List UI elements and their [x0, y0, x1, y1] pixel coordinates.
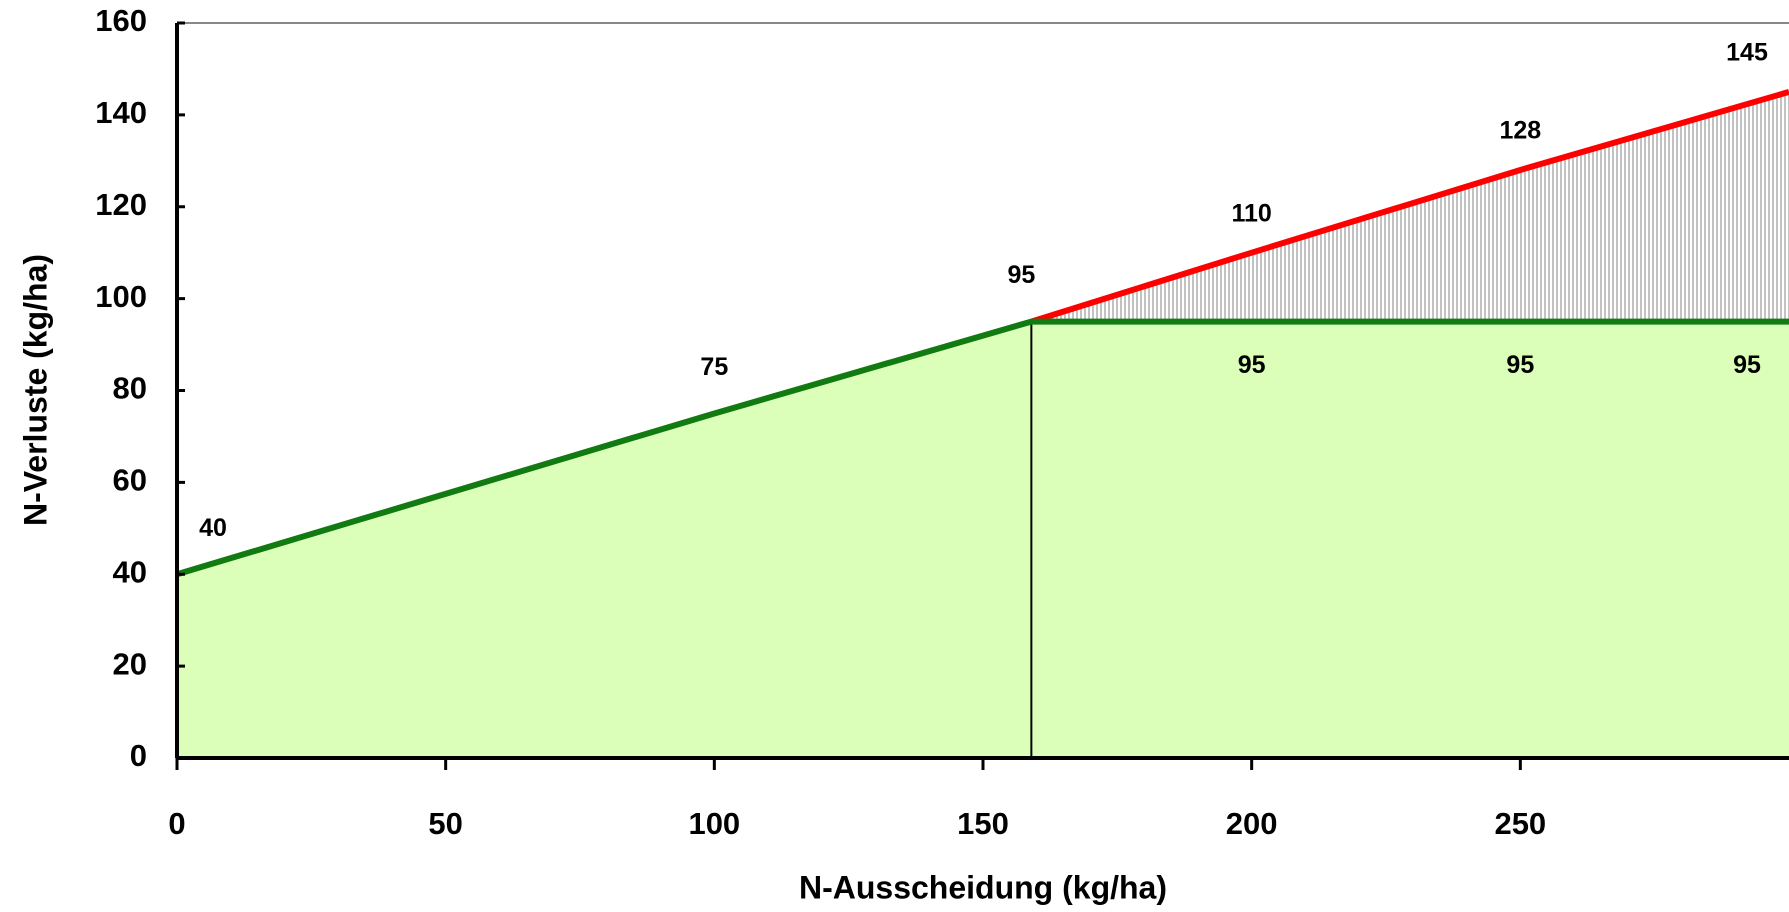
- y-tick-label: 100: [95, 279, 147, 314]
- data-label: 75: [700, 353, 728, 381]
- data-label: 95: [1733, 351, 1761, 379]
- data-label: 145: [1726, 39, 1768, 67]
- y-tick-label: 120: [95, 187, 147, 222]
- x-tick-label: 150: [957, 806, 1009, 841]
- y-tick-label: 0: [130, 738, 147, 773]
- data-label: 95: [1506, 351, 1534, 379]
- x-tick-label: 50: [428, 806, 462, 841]
- data-label: 95: [1238, 351, 1266, 379]
- y-tick-label: 140: [95, 95, 147, 130]
- data-label: 128: [1499, 117, 1541, 145]
- y-tick-label: 20: [113, 646, 147, 681]
- x-axis-title: N-Ausscheidung (kg/ha): [799, 869, 1167, 905]
- x-tick-label: 250: [1494, 806, 1546, 841]
- x-tick-label: 100: [688, 806, 740, 841]
- line-green: [176, 318, 1789, 578]
- y-tick-label: 60: [113, 463, 147, 498]
- y-tick-label: 40: [113, 554, 147, 589]
- y-axis-title: N-Verluste (kg/ha): [17, 254, 53, 526]
- x-tick-label: 0: [168, 806, 185, 841]
- data-label: 95: [1007, 261, 1035, 289]
- y-tick-label: 160: [95, 3, 147, 38]
- x-tick-label: 200: [1226, 806, 1278, 841]
- y-tick-label: 80: [113, 371, 147, 406]
- area-fill: [177, 321, 1789, 758]
- line-red: [1030, 89, 1789, 325]
- data-label: 40: [199, 514, 227, 542]
- data-label: 110: [1231, 199, 1271, 227]
